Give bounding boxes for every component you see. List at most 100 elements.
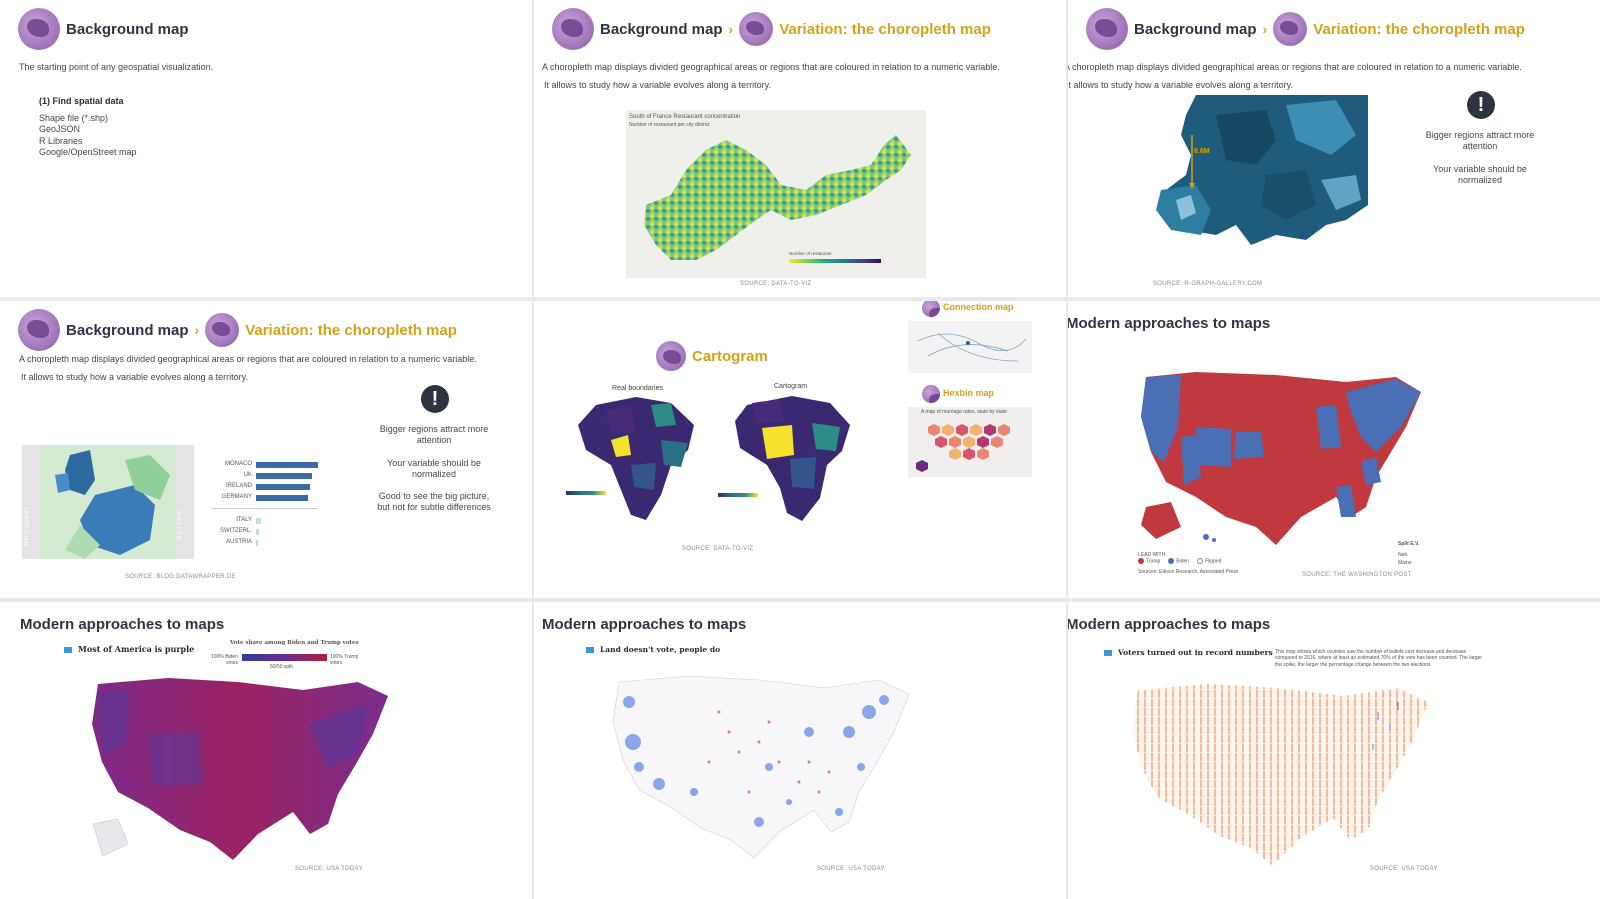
map-subtitle: Number of restaurant per city district: [629, 122, 710, 128]
country-bar: [256, 540, 258, 546]
slide-header: Background map › Variation: the chorople…: [552, 8, 991, 50]
better-text: BETTER: [177, 510, 183, 540]
country-bar: [256, 518, 261, 524]
slide-title: Background map: [66, 20, 189, 38]
africa-cartogram-map: [735, 396, 850, 521]
slide-choropleth-europe[interactable]: Background map › Variation: the chorople…: [1068, 0, 1600, 297]
country-label: IRELAND: [225, 483, 252, 489]
country-bar: [256, 462, 318, 468]
hexbin-map-icon: [922, 385, 940, 403]
slide-turnout-spikes[interactable]: Modern approaches to maps Voters turned …: [1068, 602, 1600, 899]
cartogram-label: Cartogram: [774, 383, 808, 390]
country-label: UK: [243, 472, 252, 478]
heading-marker: [64, 647, 72, 653]
hexbin-map-title: Hexbin map: [943, 388, 995, 398]
not-ideal-map: NOT IDEAL BETTER: [22, 445, 194, 559]
note-bigger-regions: Bigger regions attract more attention: [1425, 130, 1535, 152]
europe-map-icon: [18, 8, 60, 50]
chevron-right-icon: ›: [728, 21, 734, 37]
legend-flipped: Flipped: [1197, 558, 1221, 564]
slide-title: Modern approaches to maps: [20, 616, 225, 633]
connection-map-card[interactable]: Connection map: [906, 301, 1066, 373]
slide-choropleth-france[interactable]: Background map › Variation: the chorople…: [534, 0, 1066, 297]
slide-description: A choropleth map displays divided geogra…: [1068, 62, 1522, 72]
split-ev-maine: Maine: [1398, 560, 1412, 566]
exclamation-icon: !: [1467, 91, 1495, 119]
slide-title: Cartogram: [692, 347, 768, 365]
not-ideal-label: [22, 445, 40, 559]
slide-purple-america[interactable]: Modern approaches to maps Most of Americ…: [0, 602, 532, 899]
slide-title: Modern approaches to maps: [1068, 315, 1271, 332]
slide-choropleth-datawrapper[interactable]: Background map › Variation: the chorople…: [0, 301, 532, 598]
map-title: South of France Restaurant concentration: [629, 114, 741, 120]
slide-description-2: It allows to study how a variable evolve…: [544, 80, 771, 90]
country-label: ITALY: [236, 517, 252, 523]
map-caption: This map shows which counties saw the nu…: [1275, 649, 1482, 668]
heading-marker: [586, 647, 594, 653]
map-heading: Most of America is purple: [64, 644, 194, 654]
legend-trump: Trump: [1138, 558, 1160, 564]
split-ev-title: Split E.V.: [1398, 541, 1420, 547]
connection-map-image: [908, 321, 1032, 373]
country-label: GERMANY: [221, 494, 252, 500]
europe-map-icon: [205, 313, 240, 347]
hexbin-caption: A map of marriage rates, state by state: [921, 409, 1007, 415]
slide-bubble-map[interactable]: Modern approaches to maps Land doesn't v…: [534, 602, 1066, 899]
slide-title: Background map: [1134, 20, 1257, 38]
source-label: SOURCE: BLOG.DATAWRAPPER.DE: [125, 574, 236, 580]
note-big-picture: Good to see the big picture, but not for…: [377, 491, 491, 513]
europe-map-icon: [552, 8, 594, 50]
not-ideal-text: NOT IDEAL: [24, 505, 30, 546]
country-bar: [256, 473, 312, 479]
chevron-right-icon: ›: [1262, 21, 1268, 37]
europe-map-icon: [1086, 8, 1128, 50]
source-label: SOURCE: USA TODAY: [295, 866, 363, 872]
split-ev-neb: Neb.: [1398, 552, 1409, 558]
us-bubble-map: [612, 675, 910, 859]
vote-share-scale: [242, 654, 327, 661]
purple-county-map: [92, 678, 388, 860]
slide-title: Background map: [66, 321, 189, 339]
country-bar: [256, 495, 308, 501]
note-normalize: Your variable should be normalized: [1433, 164, 1527, 186]
scale-right-label: 100% Trump votes: [330, 654, 359, 666]
country-bar: [256, 529, 259, 535]
france-map-shape: [644, 135, 911, 260]
list-heading: (1) Find spatial data: [39, 96, 124, 106]
slide-variation-title: Variation: the choropleth map: [779, 20, 991, 38]
europe-map-shape: [55, 450, 170, 559]
country-label: SWITZERL.: [219, 528, 252, 534]
slide-description: A choropleth map displays divided geogra…: [542, 62, 1000, 72]
axis-line: [212, 508, 318, 509]
hexbin-grid: [916, 424, 1010, 472]
slide-background-map[interactable]: Background map The starting point of any…: [0, 0, 532, 297]
connection-map-title: Connection map: [943, 302, 1014, 312]
scale-mid-label: 50/50 split: [270, 664, 293, 670]
country-bar-chart: MONACO UK IRELAND GERMANY ITALY SWITZERL…: [208, 459, 318, 559]
source-label: SOURCE: USA TODAY: [817, 866, 885, 872]
legend-lead-title: LEAD WITH: [1138, 552, 1166, 558]
europe-choropleth-map: [1156, 95, 1368, 245]
country-label: MONACO: [225, 461, 252, 467]
europe-map-icon: [18, 309, 60, 351]
slide-election-map-wapo[interactable]: Modern approaches to maps LEAD WITH Trum…: [1068, 301, 1600, 598]
hexbin-map-card[interactable]: Hexbin map A map of marriage rates, stat…: [906, 385, 1066, 485]
heading-marker: [1104, 650, 1112, 656]
turnout-spike-map: [1132, 684, 1428, 866]
africa-real-map: [578, 397, 694, 520]
source-label: SOURCE: DATA-TO-VIZ: [682, 546, 754, 552]
map-heading: Voters turned out in record numbers: [1104, 648, 1273, 658]
source-label: SOURCE: THE WASHINGTON POST: [1302, 572, 1412, 578]
scale-title: Vote share among Biden and Trump votes: [230, 640, 359, 646]
legend-title: Number of restaurant: [789, 251, 832, 256]
country-bar: [256, 484, 310, 490]
exclamation-icon: !: [421, 385, 449, 413]
slide-cartogram[interactable]: Cartogram Real boundaries Cartogram SOUR…: [534, 301, 1066, 598]
europe-map-icon: [739, 12, 774, 46]
list-item: R Libraries: [39, 135, 83, 146]
slide-title: Background map: [600, 20, 723, 38]
slide-variation-title: Variation: the choropleth map: [1313, 20, 1525, 38]
map-annotation: 6.6M: [1194, 148, 1210, 155]
slide-description: The starting point of any geospatial vis…: [19, 62, 214, 72]
